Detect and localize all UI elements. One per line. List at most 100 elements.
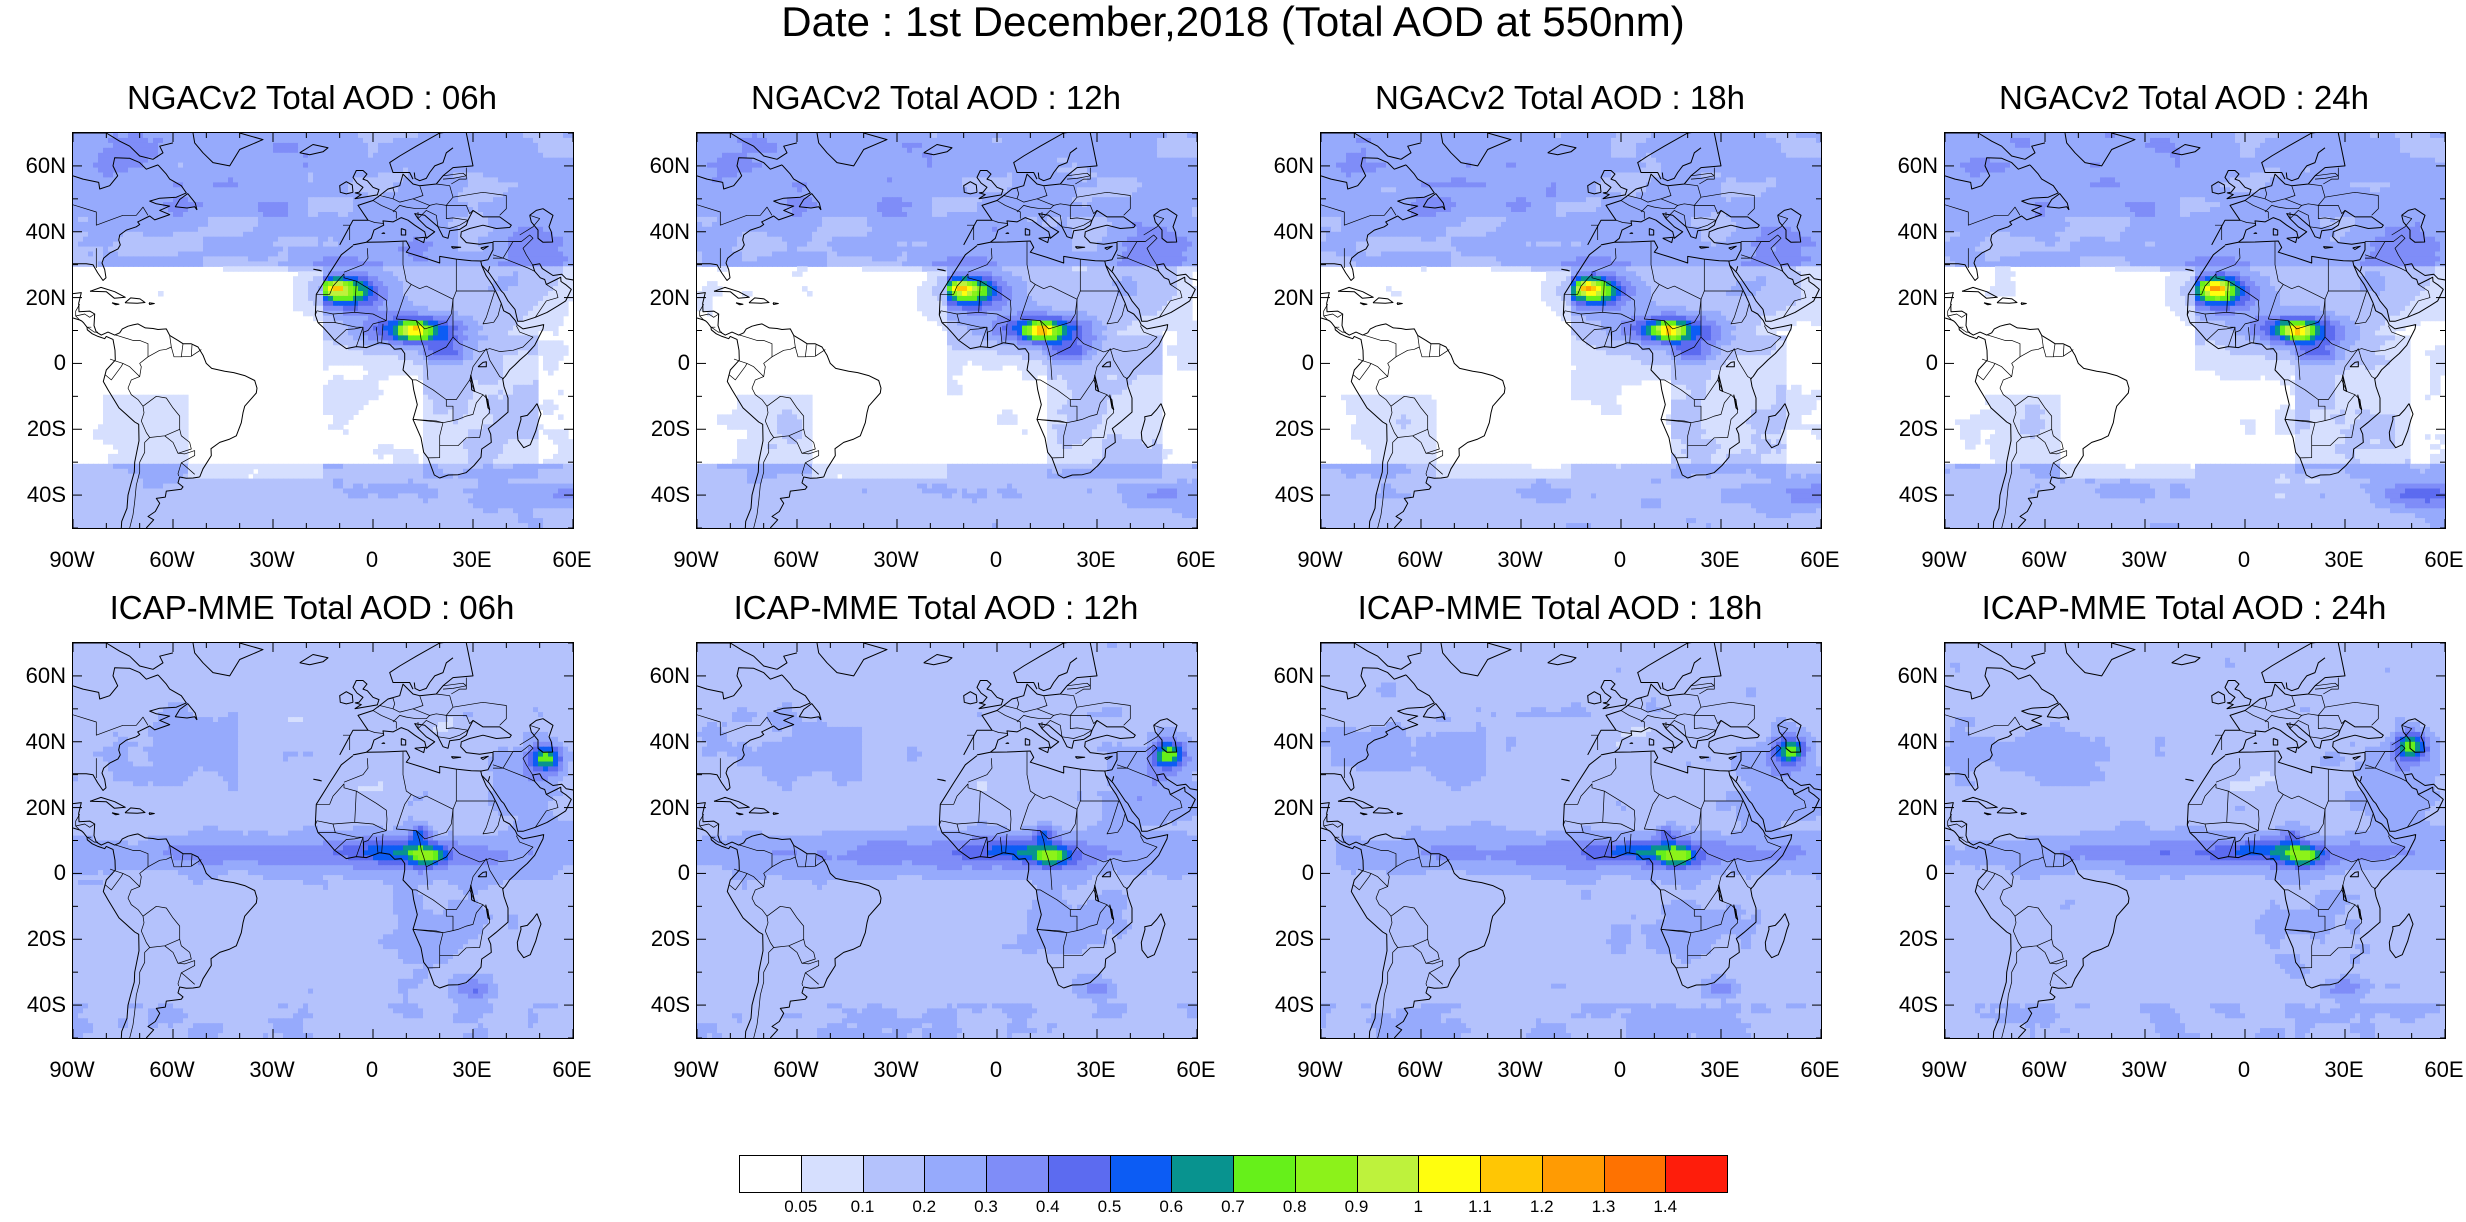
latitude-tick-label: 20S — [1882, 926, 1938, 952]
aod-map — [72, 132, 574, 529]
colorbar-swatch — [1665, 1155, 1728, 1193]
aod-map-svg — [697, 133, 1197, 528]
longitude-tick-label: 0 — [337, 1057, 407, 1083]
latitude-tick-label: 40N — [10, 729, 66, 755]
colorbar-tick-label: 0.9 — [1327, 1197, 1387, 1217]
latitude-tick-label: 60N — [1882, 663, 1938, 689]
latitude-tick-label: 40N — [1258, 729, 1314, 755]
colorbar-tick-label: 0.1 — [833, 1197, 893, 1217]
panel-title: NGACv2 Total AOD : 24h — [1874, 80, 2466, 116]
latitude-tick-label: 0 — [1258, 350, 1314, 376]
coastlines — [73, 643, 573, 1038]
latitude-tick-label: 20S — [10, 416, 66, 442]
aod-field — [1945, 643, 2445, 1038]
colorbar-tick-label: 1.2 — [1512, 1197, 1572, 1217]
map-panel: NGACv2 Total AOD : 18h 60N 40N 20N 0 20S 40S 90… — [1250, 80, 1870, 620]
coastlines — [1321, 643, 1821, 1038]
aod-map-svg — [73, 133, 573, 528]
latitude-tick-label: 60N — [634, 663, 690, 689]
coastlines — [1945, 133, 2445, 528]
longitude-tick-label: 90W — [661, 547, 731, 573]
country-borders — [697, 677, 1183, 1038]
latitude-tick-label: 60N — [1882, 153, 1938, 179]
colorbar-swatch — [1233, 1155, 1296, 1193]
axis-ticks — [1321, 643, 1821, 1038]
panel-title: ICAP-MME Total AOD : 12h — [626, 590, 1246, 626]
latitude-tick-label: 40N — [634, 729, 690, 755]
colorbar-swatch — [1603, 1155, 1667, 1193]
longitude-tick-label: 30E — [437, 1057, 507, 1083]
colorbar-tick-label: 0.4 — [1018, 1197, 1078, 1217]
colorbar-swatch — [1047, 1155, 1111, 1193]
latitude-tick-label: 60N — [10, 663, 66, 689]
axis-ticks — [697, 133, 1197, 528]
aod-field — [73, 643, 573, 1038]
aod-map — [696, 642, 1198, 1039]
aod-field — [697, 643, 1197, 1038]
latitude-tick-label: 40S — [634, 992, 690, 1018]
longitude-tick-label: 60W — [1385, 1057, 1455, 1083]
longitude-tick-label: 60W — [137, 1057, 207, 1083]
colorbar-swatch — [1480, 1155, 1543, 1193]
longitude-tick-label: 30W — [861, 1057, 931, 1083]
colorbar-swatch — [1418, 1155, 1481, 1193]
country-borders — [1321, 677, 1807, 1038]
longitude-tick-label: 90W — [1909, 1057, 1979, 1083]
colorbar-swatch — [800, 1155, 864, 1193]
aod-map — [1320, 132, 1822, 529]
latitude-tick-label: 40S — [1882, 992, 1938, 1018]
latitude-tick-label: 20N — [1258, 285, 1314, 311]
latitude-tick-label: 20N — [1882, 795, 1938, 821]
axis-ticks — [73, 643, 573, 1038]
longitude-tick-label: 30W — [237, 547, 307, 573]
aod-field — [697, 133, 1197, 528]
latitude-tick-label: 40N — [1882, 219, 1938, 245]
longitude-tick-label: 0 — [337, 547, 407, 573]
longitude-tick-label: 60E — [1785, 1057, 1855, 1083]
aod-map-svg — [697, 643, 1197, 1038]
latitude-tick-label: 20N — [634, 285, 690, 311]
latitude-tick-label: 40S — [10, 482, 66, 508]
panel-title: NGACv2 Total AOD : 06h — [2, 80, 622, 116]
latitude-tick-label: 20S — [634, 926, 690, 952]
colorbar-swatch — [1356, 1155, 1420, 1193]
latitude-tick-label: 0 — [1258, 860, 1314, 886]
axis-ticks — [73, 133, 573, 528]
aod-map-svg — [73, 643, 573, 1038]
latitude-tick-label: 20S — [1258, 926, 1314, 952]
aod-map-svg — [1945, 133, 2445, 528]
latitude-tick-label: 0 — [1882, 350, 1938, 376]
longitude-tick-label: 60E — [1161, 1057, 1231, 1083]
latitude-tick-label: 20N — [1882, 285, 1938, 311]
aod-map-svg — [1945, 643, 2445, 1038]
aod-map-svg — [1321, 133, 1821, 528]
aod-map — [1320, 642, 1822, 1039]
colorbar-tick-label: 1.1 — [1450, 1197, 1510, 1217]
longitude-tick-label: 0 — [2209, 547, 2279, 573]
colorbar-tick-label: 0.2 — [894, 1197, 954, 1217]
axis-ticks — [697, 643, 1197, 1038]
latitude-tick-label: 40N — [1258, 219, 1314, 245]
latitude-tick-label: 20N — [10, 285, 66, 311]
longitude-tick-label: 90W — [1285, 547, 1355, 573]
latitude-tick-label: 20S — [10, 926, 66, 952]
longitude-tick-label: 60W — [1385, 547, 1455, 573]
longitude-tick-label: 30W — [2109, 547, 2179, 573]
latitude-tick-label: 60N — [10, 153, 66, 179]
latitude-tick-label: 40N — [1882, 729, 1938, 755]
longitude-tick-label: 30W — [1485, 1057, 1555, 1083]
longitude-tick-label: 90W — [37, 1057, 107, 1083]
panel-title: NGACv2 Total AOD : 18h — [1250, 80, 1870, 116]
colorbar-tick-label: 0.7 — [1203, 1197, 1263, 1217]
colorbar-tick-label: 0.6 — [1141, 1197, 1201, 1217]
longitude-tick-label: 30E — [1685, 547, 1755, 573]
colorbar-swatch — [739, 1155, 802, 1193]
longitude-tick-label: 60W — [2009, 547, 2079, 573]
aod-colorbar — [739, 1155, 1728, 1195]
aod-field — [1945, 133, 2445, 528]
country-borders — [1945, 167, 2431, 528]
longitude-tick-label: 30E — [2309, 547, 2379, 573]
latitude-tick-label: 0 — [634, 860, 690, 886]
map-panel: NGACv2 Total AOD : 24h 60N 40N 20N 0 20S 40S 90… — [1874, 80, 2466, 620]
map-panel: ICAP-MME Total AOD : 18h 60N 40N 20N 0 20S 40S… — [1250, 590, 1870, 1130]
